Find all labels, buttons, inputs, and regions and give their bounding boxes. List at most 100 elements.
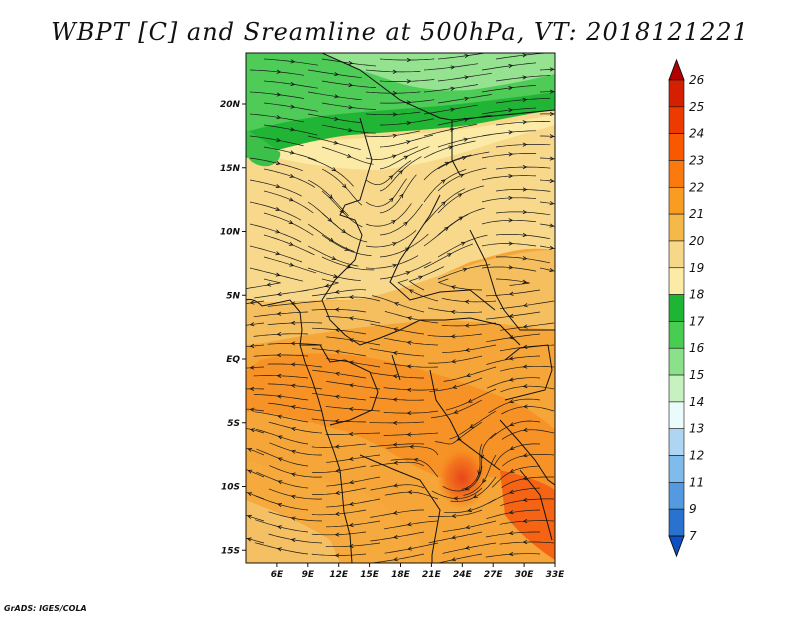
streamline-arrow	[406, 522, 412, 527]
streamline	[256, 471, 309, 489]
colorbar: 26 25 24 23 22 21 20 19 18 17 16 15 14 13 12 11 9 7	[668, 58, 705, 558]
colorbar-swatch	[668, 240, 685, 269]
colorbar-swatch	[668, 106, 685, 134]
streamline-arrow	[392, 510, 398, 515]
streamline	[481, 175, 537, 181]
streamline	[379, 134, 434, 148]
lon-tick-label: 9E	[302, 570, 315, 580]
streamline-arrow	[290, 449, 296, 454]
streamline	[431, 399, 483, 419]
streamline-arrow	[277, 480, 283, 485]
streamline	[495, 189, 551, 192]
streamline	[311, 443, 367, 448]
streamline	[253, 354, 309, 357]
streamline	[499, 541, 555, 545]
streamline-arrow	[508, 552, 514, 557]
streamline	[384, 337, 439, 346]
streamline	[246, 366, 265, 369]
streamline-arrow	[335, 490, 340, 495]
colorbar-label: 20	[689, 234, 705, 248]
streamline	[365, 69, 421, 73]
longitude-axis: 6E 9E 12E 15E 18E 21E 24E 27E 30E 33E	[271, 563, 565, 580]
streamline-arrow	[462, 267, 468, 272]
streamline	[488, 487, 541, 504]
streamline-arrow	[290, 383, 296, 388]
country-borders	[246, 53, 555, 563]
streamline-arrow	[464, 545, 470, 550]
colorbar-label: 11	[689, 475, 704, 489]
streamline	[253, 311, 309, 318]
streamline-arrow	[334, 116, 339, 121]
streamline	[501, 406, 555, 415]
streamline-arrow	[276, 115, 282, 120]
streamline-arrow	[392, 112, 398, 117]
streamline-arrow	[508, 399, 514, 404]
streamline	[481, 153, 537, 159]
streamline-arrow	[444, 161, 450, 166]
streamline-arrow	[393, 557, 398, 562]
streamline	[326, 498, 381, 508]
streamline-arrow	[288, 220, 294, 224]
streamline-arrow	[249, 343, 255, 348]
colorbar-label: 23	[689, 153, 704, 167]
streamline-arrow	[407, 546, 412, 551]
colorbar-swatch	[668, 374, 685, 403]
streamline-arrow	[450, 107, 456, 112]
streamline	[481, 219, 537, 225]
streamline	[423, 243, 473, 269]
field-green-lobe	[246, 130, 281, 167]
colorbar-label: 26	[689, 73, 705, 87]
streamline	[495, 166, 551, 170]
streamline-arrow	[331, 167, 337, 172]
streamline-arrow	[522, 187, 528, 192]
streamline	[386, 446, 439, 456]
streamline-arrow	[399, 193, 404, 199]
lat-tick-label: 15S	[221, 546, 240, 556]
streamline-arrow	[472, 494, 478, 499]
streamline-arrow	[334, 94, 340, 99]
streamline-arrow	[275, 184, 281, 189]
streamline	[263, 190, 314, 214]
colorbar-swatch	[668, 455, 685, 483]
streamline	[441, 322, 497, 327]
lon-tick-label: 18E	[391, 570, 411, 580]
streamline	[249, 201, 302, 221]
lon-tick-label: 6E	[271, 570, 284, 580]
streamline	[365, 111, 421, 116]
streamline-arrow	[465, 525, 471, 530]
border-line	[391, 354, 401, 381]
streamline-arrow	[508, 130, 514, 135]
streamline	[500, 365, 555, 372]
streamline	[423, 188, 465, 225]
streamline-arrow	[277, 414, 282, 419]
streamline	[500, 498, 555, 507]
streamline	[390, 458, 439, 478]
streamline-arrow	[276, 92, 282, 97]
streamline-arrow	[477, 470, 482, 475]
field-band-18	[246, 115, 555, 170]
border-line	[389, 194, 496, 311]
lat-tick-label: EQ	[226, 355, 240, 365]
streamline-arrow	[276, 394, 282, 399]
streamline	[445, 388, 497, 411]
streamline-arrow	[276, 160, 281, 166]
streamline	[423, 140, 476, 159]
streamline-arrow	[275, 251, 281, 256]
streamline-arrow	[406, 79, 412, 84]
streamline	[495, 75, 551, 82]
streamline	[269, 465, 323, 478]
streamline-arrow	[549, 245, 555, 250]
streamline	[423, 154, 472, 181]
streamline-arrow	[277, 525, 282, 530]
streamline-arrow	[451, 535, 456, 540]
streamline	[442, 344, 497, 353]
streamline	[321, 168, 363, 206]
streamline-arrow	[290, 427, 296, 432]
streamline	[307, 223, 355, 252]
streamline-arrow	[346, 153, 352, 158]
streamline-arrow	[324, 283, 330, 288]
streamline	[437, 185, 485, 214]
streamline	[380, 118, 435, 126]
streamline-arrow	[334, 532, 340, 537]
streamline	[246, 278, 281, 290]
